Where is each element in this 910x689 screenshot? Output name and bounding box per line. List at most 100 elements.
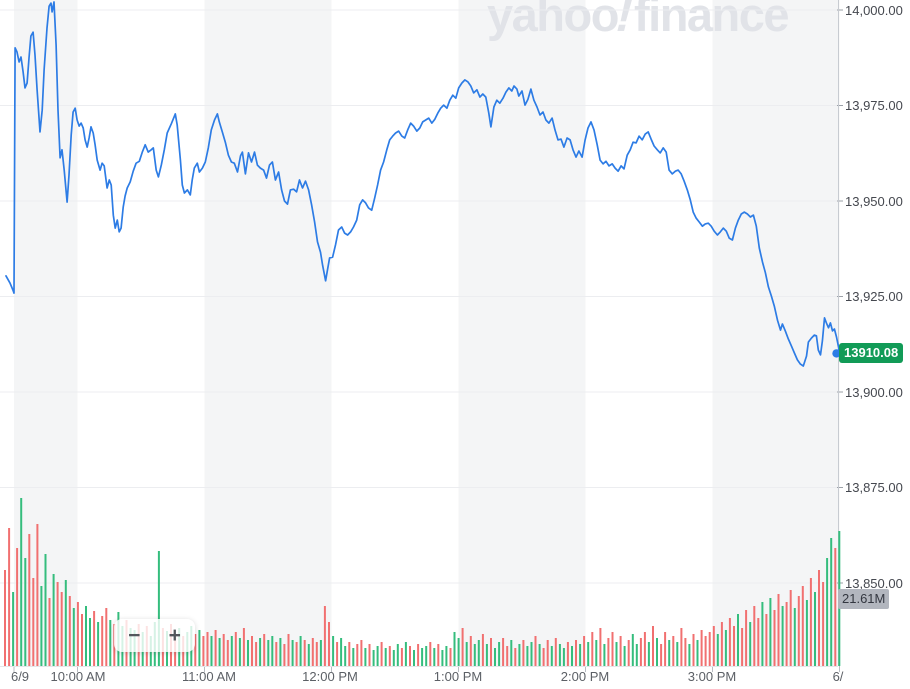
volume-bar <box>323 606 326 666</box>
volume-bar <box>814 592 816 666</box>
volume-bar <box>473 644 476 666</box>
volume-bar <box>704 636 707 666</box>
volume-bar <box>769 598 772 666</box>
x-axis-label-date: 6/9 <box>10 669 30 684</box>
volume-bar <box>311 638 314 666</box>
volume-bar <box>210 636 213 666</box>
volume-bar <box>619 636 622 666</box>
volume-bar <box>631 634 634 666</box>
volume-bar <box>643 632 646 666</box>
volume-bar <box>226 640 229 666</box>
volume-bar <box>518 644 521 666</box>
volume-bar <box>716 634 719 666</box>
volume-bar <box>299 636 302 666</box>
volume-bar <box>830 538 833 666</box>
zoom-control: − + <box>114 619 195 652</box>
volume-bar <box>757 618 760 666</box>
zoom-in-button[interactable]: + <box>155 619 196 652</box>
volume-bar <box>566 642 569 666</box>
volume-bar <box>32 578 35 666</box>
volume-bar <box>392 650 395 666</box>
volume-bar <box>652 626 654 666</box>
volume-bar <box>93 611 96 666</box>
volume-bar <box>105 608 108 666</box>
x-axis-label-11am: 11:00 AM <box>182 669 236 684</box>
volume-bar <box>4 570 6 666</box>
volume-bar <box>660 644 663 666</box>
volume-bar <box>668 640 671 666</box>
volume-bar <box>44 554 47 666</box>
volume-bar <box>307 644 310 666</box>
volume-bar <box>12 592 15 666</box>
volume-bar <box>429 642 432 666</box>
x-axis-label-10am: 10:00 AM <box>50 669 106 684</box>
volume-bar <box>785 602 788 666</box>
volume-bar <box>259 638 262 666</box>
volume-bar <box>680 628 683 666</box>
volume-bar <box>380 642 383 666</box>
volume-bar <box>562 648 565 666</box>
volume-bar <box>56 582 59 666</box>
volume-bar <box>425 646 428 666</box>
volume-bar <box>303 640 306 666</box>
volume-bar <box>332 636 335 666</box>
volume-bar <box>530 642 533 666</box>
volume-bar <box>773 610 776 666</box>
volume-bar <box>20 498 23 666</box>
volume-bar <box>97 622 100 666</box>
volume-bar <box>801 586 804 666</box>
volume-bar <box>761 602 764 666</box>
volume-bar <box>89 618 91 666</box>
volume-bar <box>194 634 197 666</box>
volume-bar <box>60 592 63 666</box>
volume-bar <box>676 642 679 666</box>
volume-bar <box>344 646 347 666</box>
volume-bar <box>834 548 837 666</box>
volume-bar <box>749 622 752 666</box>
volume-bar <box>81 614 83 666</box>
y-axis-label-0: 14,000.00 <box>845 3 903 18</box>
volume-bar <box>40 586 43 666</box>
session-band <box>204 0 332 666</box>
volume-bar <box>477 640 480 666</box>
volume-bar <box>28 534 31 666</box>
volume-bar <box>445 646 448 666</box>
volume-bar <box>688 644 691 666</box>
volume-bar <box>36 524 39 666</box>
volume-bar <box>198 630 201 666</box>
volume-bar <box>538 644 541 666</box>
volume-bar <box>822 582 825 666</box>
volume-bar <box>575 640 577 666</box>
volume-bar <box>494 648 496 666</box>
volume-bar <box>724 630 727 666</box>
volume-bar <box>490 638 492 666</box>
volume-bar <box>712 626 715 666</box>
volume-bar <box>498 642 501 666</box>
volume-bar <box>441 650 444 666</box>
volume-bar <box>595 640 598 666</box>
volume-bar <box>388 646 391 666</box>
volume-bar <box>109 620 112 666</box>
volume-bar <box>206 632 209 666</box>
volume-bar <box>728 618 731 666</box>
volume-bar <box>433 648 436 666</box>
volume-bar <box>336 642 339 666</box>
volume-bar <box>599 628 602 666</box>
volume-bar <box>481 634 484 666</box>
volume-bar <box>48 598 51 666</box>
volume-bar <box>222 634 225 666</box>
volume-bar <box>485 644 488 666</box>
volume-bar <box>238 638 241 666</box>
volume-bar <box>267 640 270 666</box>
volume-bar <box>384 648 387 666</box>
y-axis-label-1: 13,975.00 <box>845 98 903 113</box>
volume-bar <box>809 578 812 666</box>
volume-bar <box>255 642 258 666</box>
volume-bar <box>745 610 748 666</box>
volume-bar <box>230 636 233 666</box>
volume-bar <box>797 596 800 666</box>
zoom-out-button[interactable]: − <box>114 619 155 652</box>
volume-bar <box>242 628 245 666</box>
volume-bar <box>720 622 723 666</box>
